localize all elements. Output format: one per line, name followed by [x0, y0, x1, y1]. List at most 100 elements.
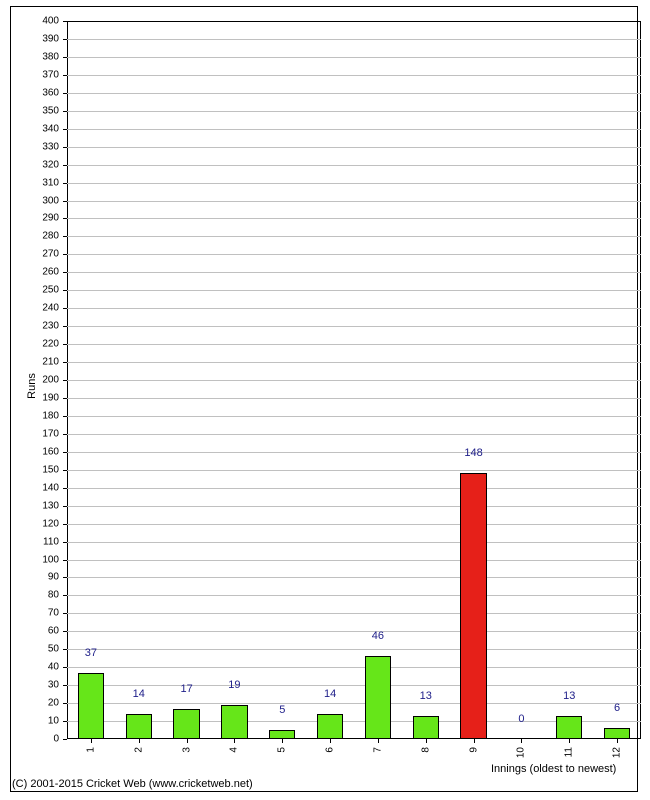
y-tick-label: 80 [48, 590, 67, 601]
y-tick-label: 340 [42, 123, 67, 134]
gridline [67, 201, 641, 202]
gridline [67, 165, 641, 166]
gridline [67, 703, 641, 704]
gridline [67, 344, 641, 345]
bar-value-label: 17 [180, 683, 192, 695]
bar-value-label: 37 [85, 647, 97, 659]
gridline [67, 595, 641, 596]
gridline [67, 452, 641, 453]
x-tick-label: 2 [133, 747, 144, 753]
y-tick-label: 250 [42, 285, 67, 296]
y-tick-label: 330 [42, 141, 67, 152]
x-tick-mark [282, 739, 283, 743]
bar [460, 473, 486, 739]
x-tick-mark [521, 739, 522, 743]
gridline [67, 721, 641, 722]
y-tick-label: 100 [42, 554, 67, 565]
gridline [67, 631, 641, 632]
gridline [67, 147, 641, 148]
y-tick-label: 300 [42, 195, 67, 206]
x-tick-label: 9 [468, 747, 479, 753]
x-tick-mark [474, 739, 475, 743]
bar-value-label: 19 [228, 679, 240, 691]
gridline [67, 560, 641, 561]
y-tick-label: 270 [42, 249, 67, 260]
y-tick-label: 20 [48, 698, 67, 709]
bar-value-label: 14 [324, 688, 336, 700]
bar [365, 656, 391, 739]
y-axis-label: Runs [26, 373, 38, 399]
gridline [67, 667, 641, 668]
y-tick-label: 40 [48, 662, 67, 673]
bar [413, 716, 439, 739]
bar [221, 705, 247, 739]
y-tick-label: 220 [42, 339, 67, 350]
bar-value-label: 46 [372, 630, 384, 642]
copyright-text: (C) 2001-2015 Cricket Web (www.cricketwe… [12, 778, 253, 790]
bar [78, 673, 104, 739]
y-tick-label: 400 [42, 16, 67, 27]
gridline [67, 75, 641, 76]
x-tick-label: 11 [564, 747, 575, 757]
gridline [67, 308, 641, 309]
y-tick-label: 350 [42, 105, 67, 116]
x-tick-mark [426, 739, 427, 743]
y-tick-label: 320 [42, 159, 67, 170]
gridline [67, 380, 641, 381]
y-tick-label: 160 [42, 446, 67, 457]
bar [556, 716, 582, 739]
bar-value-label: 14 [133, 688, 145, 700]
y-tick-label: 200 [42, 375, 67, 386]
gridline [67, 577, 641, 578]
x-tick-mark [187, 739, 188, 743]
gridline [67, 613, 641, 614]
y-tick-label: 360 [42, 87, 67, 98]
gridline [67, 685, 641, 686]
x-tick-mark [617, 739, 618, 743]
y-tick-label: 140 [42, 482, 67, 493]
bar-value-label: 13 [420, 690, 432, 702]
gridline [67, 434, 641, 435]
y-tick-label: 190 [42, 392, 67, 403]
bar-value-label: 6 [614, 702, 620, 714]
gridline [67, 506, 641, 507]
y-tick-label: 280 [42, 231, 67, 242]
y-tick-label: 210 [42, 357, 67, 368]
gridline [67, 362, 641, 363]
gridline [67, 290, 641, 291]
y-tick-label: 180 [42, 410, 67, 421]
gridline [67, 649, 641, 650]
x-axis-label: Innings (oldest to newest) [491, 763, 616, 775]
bar-value-label: 5 [279, 704, 285, 716]
bar [604, 728, 630, 739]
y-tick-label: 60 [48, 626, 67, 637]
y-tick-label: 0 [53, 734, 67, 745]
gridline [67, 183, 641, 184]
bar [126, 714, 152, 739]
y-tick-label: 30 [48, 680, 67, 691]
x-tick-mark [330, 739, 331, 743]
bar [269, 730, 295, 739]
y-tick-label: 290 [42, 213, 67, 224]
x-tick-label: 5 [277, 747, 288, 753]
gridline [67, 470, 641, 471]
x-tick-label: 3 [181, 747, 192, 753]
x-tick-label: 12 [612, 747, 623, 758]
y-tick-label: 70 [48, 608, 67, 619]
y-tick-label: 170 [42, 428, 67, 439]
gridline [67, 218, 641, 219]
x-tick-mark [378, 739, 379, 743]
gridline [67, 111, 641, 112]
bar-value-label: 148 [464, 447, 482, 459]
x-tick-mark [569, 739, 570, 743]
y-tick-label: 110 [43, 536, 67, 547]
y-tick-label: 150 [42, 464, 67, 475]
x-tick-mark [139, 739, 140, 743]
gridline [67, 254, 641, 255]
y-tick-label: 130 [42, 500, 67, 511]
gridline [67, 272, 641, 273]
gridline [67, 488, 641, 489]
bar [317, 714, 343, 739]
y-tick-label: 380 [42, 51, 67, 62]
x-tick-label: 1 [85, 747, 96, 753]
